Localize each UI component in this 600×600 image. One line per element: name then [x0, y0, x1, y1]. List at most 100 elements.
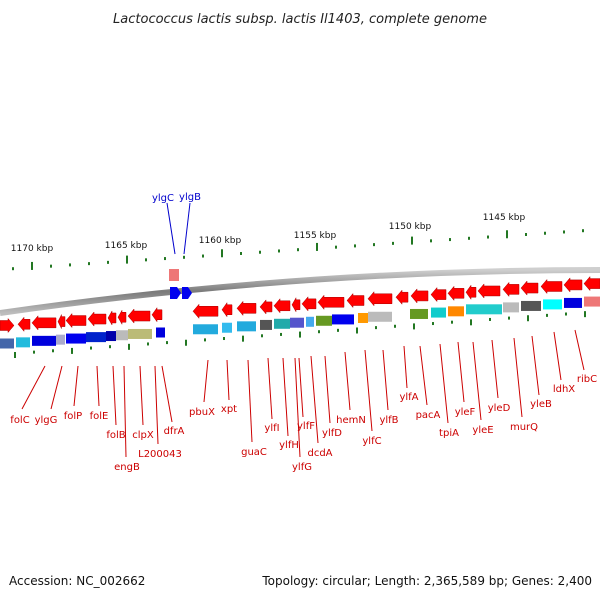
- gene-function-bar[interactable]: [503, 302, 519, 313]
- gene-function-bar[interactable]: [274, 318, 290, 329]
- gene-function-bar[interactable]: [128, 328, 152, 339]
- gene-label-ylee[interactable]: yleE: [472, 425, 493, 436]
- gene-arrow[interactable]: [57, 314, 66, 329]
- gene-arrow[interactable]: [563, 277, 583, 293]
- gene-label-ylfh[interactable]: ylfH: [279, 440, 299, 451]
- gene-arrow[interactable]: [127, 308, 151, 324]
- gene-label-fole[interactable]: folE: [90, 411, 109, 422]
- gene-arrow[interactable]: [65, 312, 87, 329]
- gene-arrow[interactable]: [317, 294, 345, 310]
- gene-function-bar[interactable]: [306, 316, 314, 327]
- gene-label-ylfd[interactable]: ylfD: [322, 428, 342, 439]
- gene-label-ylfc[interactable]: ylfC: [362, 436, 381, 447]
- gene-label-ylfg[interactable]: ylfG: [292, 462, 312, 473]
- gene-arrow[interactable]: [583, 275, 600, 292]
- gene-arrow[interactable]: [410, 288, 429, 304]
- leader-line: [344, 351, 351, 411]
- gene-label-dcda[interactable]: dcdA: [307, 448, 332, 459]
- gene-function-bar[interactable]: [56, 334, 65, 345]
- ylgc-feature-box[interactable]: [169, 269, 179, 281]
- gene-function-bar[interactable]: [358, 312, 368, 323]
- gene-function-bar[interactable]: [116, 330, 128, 341]
- gene-label-ylfb[interactable]: ylfB: [379, 415, 398, 426]
- gene-arrow[interactable]: [520, 280, 539, 296]
- gene-arrow[interactable]: [477, 283, 501, 299]
- gene-function-bar[interactable]: [564, 297, 582, 308]
- gene-label-pbux[interactable]: pbuX: [189, 407, 215, 418]
- gene-label-ldhx[interactable]: ldhX: [553, 384, 575, 395]
- gene-arrow[interactable]: [117, 309, 127, 326]
- gene-label-clpx[interactable]: clpX: [132, 430, 154, 441]
- gene-function-bar[interactable]: [290, 317, 304, 328]
- gene-label-xpt[interactable]: xpt: [221, 404, 237, 415]
- gene-function-bar[interactable]: [410, 308, 428, 319]
- gene-arrow[interactable]: [367, 291, 393, 307]
- gene-label-murq[interactable]: murQ: [510, 422, 538, 433]
- gene-function-bar[interactable]: [521, 300, 541, 311]
- gene-arrow[interactable]: [447, 285, 465, 301]
- gene-function-bar[interactable]: [543, 299, 562, 310]
- gene-function-bar[interactable]: [86, 332, 106, 343]
- gene-label-guac[interactable]: guaC: [241, 447, 267, 458]
- feature-label-ylgb[interactable]: ylgB: [179, 192, 201, 203]
- gene-label-yleb[interactable]: yleB: [530, 399, 552, 410]
- gene-function-bar[interactable]: [32, 335, 56, 346]
- gene-label-folp[interactable]: folP: [64, 411, 82, 422]
- gene-arrow[interactable]: [87, 311, 107, 327]
- gene-function-bar[interactable]: [332, 314, 354, 325]
- gene-label-engb[interactable]: engB: [114, 462, 140, 473]
- gene-arrow[interactable]: [259, 299, 273, 315]
- gene-arrow[interactable]: [346, 292, 365, 309]
- gene-function-bar[interactable]: [466, 304, 502, 315]
- gene-function-bar[interactable]: [316, 315, 332, 326]
- gene-label-ylgg[interactable]: ylgG: [35, 415, 58, 426]
- gene-label-dfra[interactable]: dfrA: [164, 426, 185, 437]
- gene-function-bar[interactable]: [368, 311, 392, 322]
- lower-ticks: [14, 311, 586, 358]
- gene-label-l200043[interactable]: L200043: [138, 449, 182, 460]
- gene-arrow[interactable]: [465, 284, 477, 301]
- ylgb-feature-arrow[interactable]: [182, 287, 192, 299]
- gene-function-bar[interactable]: [237, 321, 256, 332]
- gene-arrow[interactable]: [151, 306, 163, 323]
- gene-arrow[interactable]: [236, 300, 257, 317]
- gene-function-bar[interactable]: [448, 306, 464, 317]
- lower-tick: [128, 343, 130, 350]
- gene-function-bar[interactable]: [260, 319, 272, 330]
- gene-function-bar[interactable]: [156, 327, 165, 338]
- gene-label-ylff[interactable]: ylfF: [297, 421, 315, 432]
- feature-label-ylgc[interactable]: ylgC: [152, 193, 174, 204]
- gene-label-folc[interactable]: folC: [10, 415, 29, 426]
- gene-label-ylef[interactable]: yleF: [455, 407, 476, 418]
- gene-label-ylfa[interactable]: ylfA: [399, 392, 418, 403]
- gene-label-paca[interactable]: pacA: [416, 410, 441, 421]
- gene-arrow[interactable]: [192, 303, 219, 319]
- gene-function-bar[interactable]: [0, 338, 14, 349]
- gene-arrow[interactable]: [430, 286, 447, 303]
- gene-label-hemn[interactable]: hemN: [336, 415, 366, 426]
- gene-function-bar[interactable]: [106, 331, 116, 342]
- gene-label-folb[interactable]: folB: [106, 430, 125, 441]
- gene-function-bar[interactable]: [193, 324, 218, 335]
- gene-function-bar[interactable]: [584, 296, 600, 307]
- gene-arrow[interactable]: [301, 296, 317, 312]
- gene-function-bar[interactable]: [66, 333, 86, 344]
- gene-arrow[interactable]: [221, 301, 233, 318]
- gene-arrow[interactable]: [502, 281, 520, 298]
- gene-arrow[interactable]: [107, 310, 117, 326]
- gene-arrow[interactable]: [273, 298, 291, 314]
- ylgc-feature-arrow[interactable]: [170, 287, 181, 299]
- gene-arrow[interactable]: [395, 289, 409, 305]
- gene-label-ribc[interactable]: ribC: [577, 374, 597, 385]
- gene-arrow[interactable]: [31, 315, 57, 331]
- gene-arrow[interactable]: [0, 317, 15, 334]
- gene-function-bar[interactable]: [222, 322, 232, 333]
- gene-function-bar[interactable]: [431, 307, 446, 318]
- gene-label-tpia[interactable]: tpiA: [439, 428, 459, 439]
- gene-function-bar[interactable]: [16, 337, 30, 348]
- gene-label-ylfi[interactable]: ylfI: [264, 423, 279, 434]
- gene-label-yled[interactable]: yleD: [488, 403, 511, 414]
- gene-arrow[interactable]: [291, 296, 301, 313]
- gene-arrow[interactable]: [540, 278, 563, 295]
- gene-arrow[interactable]: [17, 316, 31, 332]
